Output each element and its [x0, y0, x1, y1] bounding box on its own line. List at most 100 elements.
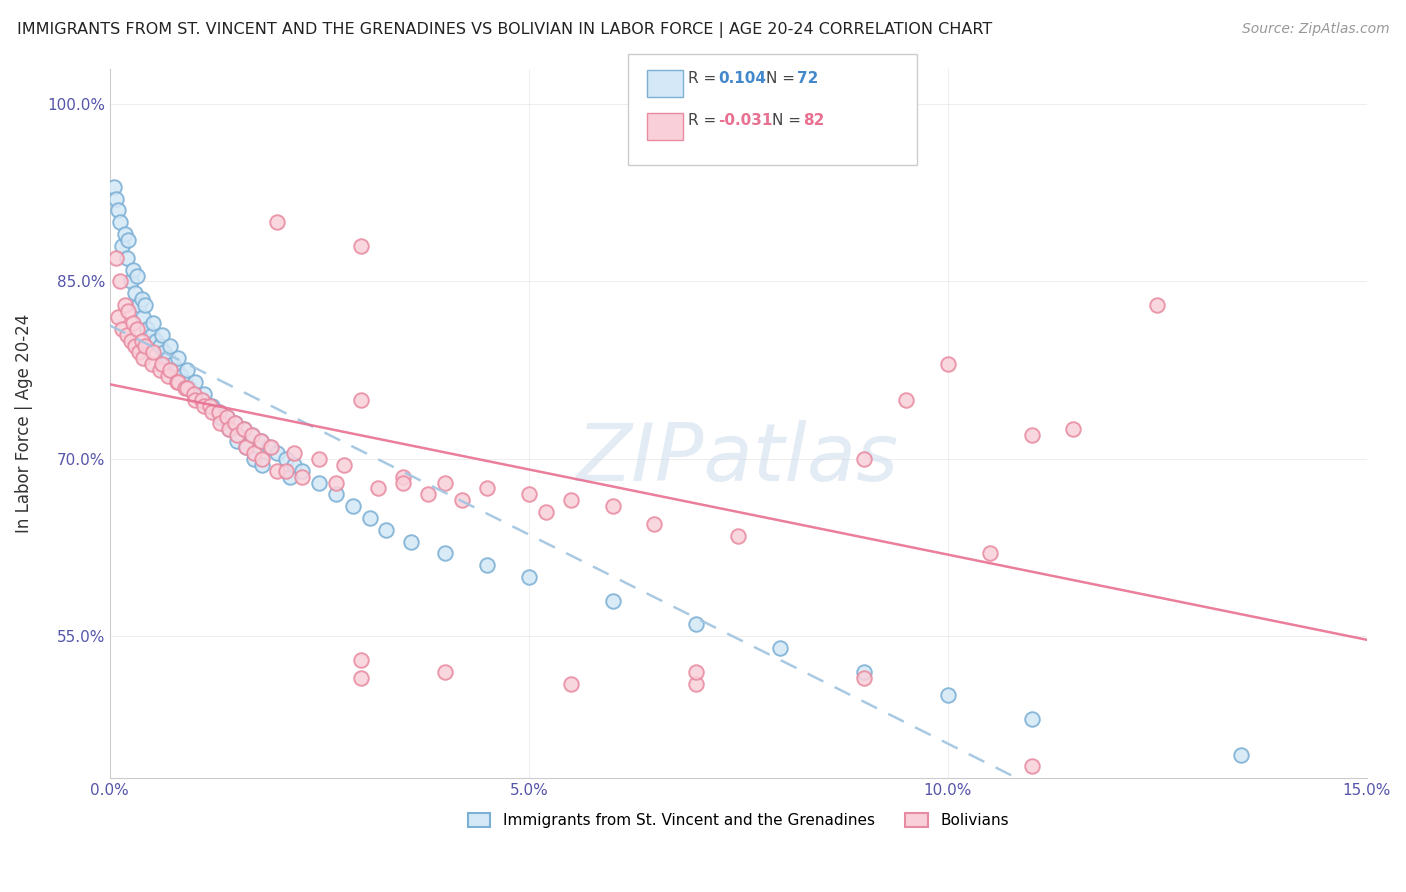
Point	[174, 375, 197, 389]
Point	[117, 233, 139, 247]
Point	[308, 451, 330, 466]
Point	[1063, 422, 1085, 436]
Legend: Immigrants from St. Vincent and the Grenadines, Bolivians: Immigrants from St. Vincent and the Gren…	[461, 807, 1015, 834]
Point	[359, 511, 381, 525]
Point	[159, 339, 181, 353]
Text: ZIPatlas: ZIPatlas	[578, 420, 900, 498]
Point	[218, 422, 240, 436]
Point	[134, 298, 156, 312]
Point	[350, 671, 373, 685]
Point	[936, 357, 959, 371]
Point	[105, 192, 128, 206]
Point	[208, 404, 231, 418]
Point	[350, 239, 373, 253]
Point	[367, 482, 389, 496]
Point	[167, 351, 190, 366]
Point	[392, 469, 415, 483]
Text: 72: 72	[797, 71, 818, 86]
Point	[141, 357, 163, 371]
Point	[125, 268, 148, 283]
Point	[157, 351, 180, 366]
Point	[475, 558, 498, 573]
Point	[132, 351, 155, 366]
Text: -0.031: -0.031	[718, 113, 773, 128]
Point	[350, 653, 373, 667]
Text: IMMIGRANTS FROM ST. VINCENT AND THE GRENADINES VS BOLIVIAN IN LABOR FORCE | AGE : IMMIGRANTS FROM ST. VINCENT AND THE GREN…	[17, 22, 993, 38]
Point	[266, 464, 288, 478]
Point	[141, 327, 163, 342]
Point	[418, 487, 440, 501]
Point	[1146, 298, 1168, 312]
Point	[111, 239, 134, 253]
Point	[103, 179, 125, 194]
Point	[107, 310, 129, 324]
Point	[201, 399, 224, 413]
Point	[243, 451, 266, 466]
Point	[325, 487, 347, 501]
Point	[308, 475, 330, 490]
Point	[128, 298, 150, 312]
Text: N =: N =	[772, 113, 806, 128]
Point	[240, 428, 263, 442]
Point	[122, 316, 145, 330]
Point	[240, 428, 263, 442]
Point	[145, 334, 167, 348]
Point	[685, 617, 707, 632]
Point	[517, 487, 540, 501]
Point	[209, 417, 232, 431]
Point	[114, 298, 136, 312]
Point	[936, 689, 959, 703]
Text: R =: R =	[688, 113, 721, 128]
Point	[243, 446, 266, 460]
Point	[174, 381, 197, 395]
Point	[132, 310, 155, 324]
Point	[108, 275, 131, 289]
Point	[685, 676, 707, 690]
Point	[115, 327, 138, 342]
Point	[179, 381, 201, 395]
Text: N =: N =	[766, 71, 800, 86]
Point	[342, 499, 364, 513]
Point	[209, 410, 232, 425]
Point	[117, 304, 139, 318]
Point	[643, 516, 665, 531]
Point	[1021, 712, 1043, 726]
Y-axis label: In Labor Force | Age 20-24: In Labor Force | Age 20-24	[15, 314, 32, 533]
Point	[125, 322, 148, 336]
Point	[278, 469, 301, 483]
Point	[134, 339, 156, 353]
Point	[252, 458, 274, 472]
Point	[162, 357, 184, 371]
Point	[433, 665, 456, 679]
Point	[191, 392, 214, 407]
Text: Source: ZipAtlas.com: Source: ZipAtlas.com	[1241, 22, 1389, 37]
Point	[149, 363, 172, 377]
Point	[142, 316, 165, 330]
Point	[257, 440, 280, 454]
Point	[226, 428, 249, 442]
Point	[291, 464, 314, 478]
Point	[107, 203, 129, 218]
Point	[450, 493, 472, 508]
Point	[108, 215, 131, 229]
Point	[201, 404, 224, 418]
Point	[226, 434, 249, 449]
Point	[183, 386, 205, 401]
Point	[685, 665, 707, 679]
Point	[224, 417, 246, 431]
Point	[217, 410, 239, 425]
Point	[150, 357, 173, 371]
Point	[120, 275, 142, 289]
Point	[176, 381, 198, 395]
Point	[232, 422, 254, 436]
Text: 82: 82	[803, 113, 824, 128]
Point	[602, 499, 624, 513]
Point	[1021, 759, 1043, 773]
Point	[136, 322, 159, 336]
Point	[283, 458, 305, 472]
Point	[122, 262, 145, 277]
Point	[191, 392, 214, 407]
Point	[249, 434, 271, 449]
Point	[853, 451, 876, 466]
Point	[894, 392, 917, 407]
